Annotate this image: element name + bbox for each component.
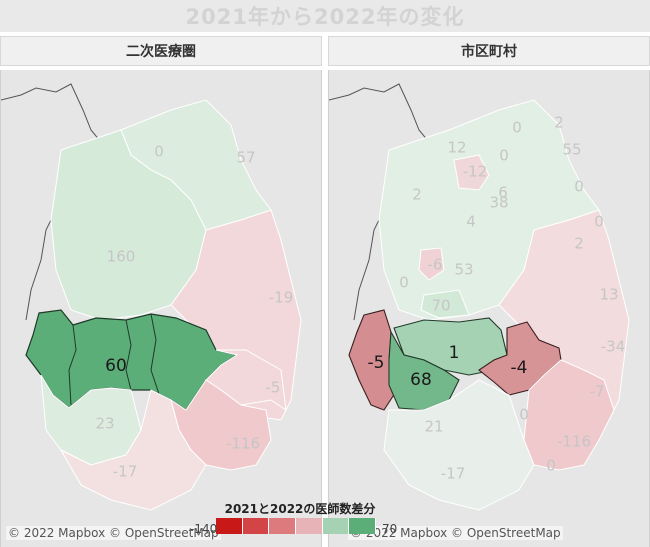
right-map-value-label: -12: [463, 163, 488, 181]
right-map-value-label: 0: [519, 406, 529, 424]
right-map-value-label: 21: [424, 418, 443, 436]
left-map-value-label: 0: [154, 143, 164, 161]
right-map-value-label: 0: [574, 178, 584, 196]
left-map-value-label: 160: [107, 248, 136, 266]
right-map-value-label: 70: [431, 297, 450, 315]
dashboard-title: 2021年から2022年の変化: [0, 0, 650, 32]
legend-swatch: [323, 518, 350, 534]
right-map-value-label: 13: [599, 286, 618, 304]
right-map-value-label: 68: [410, 370, 432, 390]
left-map-canvas[interactable]: 0 57 160 -19 60 -5 23 -116 -17: [1, 70, 322, 547]
right-map[interactable]: 0 2 12 0 55 -12 0 2 6 38 0 4 2 -6 53 0 13 70 -34 -5 1 -4 68 -7 2…: [328, 70, 650, 547]
left-map[interactable]: 0 57 160 -19 60 -5 23 -116 -17: [0, 70, 322, 547]
legend-max-label: 70: [382, 522, 397, 536]
right-map-value-label: 0: [594, 213, 604, 231]
legend-title: 2021と2022の医師数差分: [180, 500, 420, 518]
right-map-value-label: 2: [412, 186, 422, 204]
left-map-value-label: 60: [105, 356, 127, 376]
left-map-value-label: -116: [226, 435, 260, 453]
right-map-value-label: 1: [449, 343, 460, 363]
left-map-value-label: -19: [269, 289, 294, 307]
right-map-value-label: -4: [511, 358, 528, 378]
legend-swatch: [296, 518, 323, 534]
left-map-value-label: -17: [113, 463, 138, 481]
right-map-value-label: -34: [601, 338, 626, 356]
left-map-value-label: 57: [236, 149, 255, 167]
right-map-value-label: 38: [489, 194, 508, 212]
color-legend: 2021と2022の医師数差分 -140 70: [180, 500, 420, 534]
right-map-value-label: -5: [368, 353, 385, 373]
legend-swatch: [216, 518, 243, 534]
right-panel-header: 市区町村: [328, 36, 650, 66]
legend-swatch: [269, 518, 296, 534]
right-map-value-label: 4: [466, 213, 476, 231]
legend-color-ramp: [216, 518, 376, 534]
left-panel-header: 二次医療圏: [0, 36, 322, 66]
legend-swatch: [243, 518, 270, 534]
right-map-value-label: 53: [454, 261, 473, 279]
left-map-value-label: -5: [266, 379, 281, 397]
right-map-value-label: -116: [557, 433, 591, 451]
right-map-value-label: 0: [399, 274, 409, 292]
left-map-value-label: 23: [95, 415, 114, 433]
legend-swatch: [349, 518, 376, 534]
legend-min-label: -140: [190, 522, 217, 536]
right-map-value-label: 55: [562, 141, 581, 159]
right-map-value-label: -6: [428, 256, 443, 274]
right-map-value-label: 0: [512, 119, 522, 137]
right-map-value-label: 0: [499, 147, 509, 165]
right-map-value-label: 2: [574, 235, 584, 253]
right-map-value-label: 12: [447, 139, 466, 157]
right-map-value-label: 2: [554, 114, 564, 132]
right-map-value-label: -7: [590, 383, 605, 401]
right-map-value-label: -17: [441, 465, 466, 483]
right-map-value-label: 0: [546, 457, 556, 475]
